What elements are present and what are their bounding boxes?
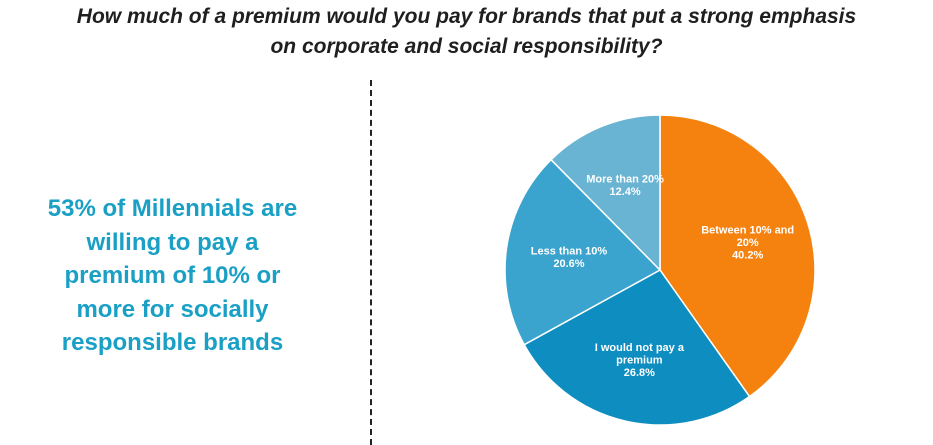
slice-category-label: 20% bbox=[737, 237, 759, 249]
callout-line-5: responsible brands bbox=[61, 329, 284, 356]
callout-line-2: willing to pay a bbox=[86, 228, 259, 256]
slice-value-label: 12.4% bbox=[609, 186, 640, 198]
slice-between-10-and-20 bbox=[659, 114, 816, 398]
chart-title-line-1: How much of a premium would you pay for … bbox=[76, 5, 857, 28]
slice-less-than-10 bbox=[504, 158, 662, 346]
premium-pie-chart: Between 10% and 20% 40.2% I would not pay a… bbox=[504, 114, 816, 426]
callout-line-3: premium of 10% or bbox=[64, 262, 281, 289]
callout-line-1: 53% of Millennials are bbox=[47, 195, 298, 222]
slice-would-not-pay-premium bbox=[523, 269, 751, 426]
callout-line-4: more for socially bbox=[76, 295, 269, 323]
slice-value-label: 40.2% bbox=[732, 250, 763, 262]
slice-category-label: More than 20% bbox=[586, 174, 664, 186]
slice-more-than-20 bbox=[550, 114, 661, 272]
slice-value-label: 20.6% bbox=[553, 258, 584, 270]
chart-title: How much of a premium would you pay for … bbox=[0, 2, 933, 62]
slice-more-than-20-label: More than 20% 12.4% bbox=[586, 174, 664, 199]
millennials-callout: 53% of Millennials are willing to pay a … bbox=[20, 192, 325, 360]
dashed-divider bbox=[370, 80, 372, 445]
slice-category-label: Less than 10% bbox=[531, 246, 608, 258]
slice-category-label: I would not pay a bbox=[595, 342, 685, 354]
chart-title-line-2: on corporate and social responsibility? bbox=[270, 35, 663, 58]
slice-between-10-and-20-label: Between 10% and 20% 40.2% bbox=[701, 225, 794, 262]
slice-would-not-pay-premium-label: I would not pay a premium 26.8% bbox=[595, 342, 685, 379]
slice-category-label: premium bbox=[616, 355, 663, 367]
slice-category-label: Between 10% and bbox=[701, 225, 794, 237]
slice-less-than-10-label: Less than 10% 20.6% bbox=[531, 246, 608, 271]
slice-value-label: 26.8% bbox=[624, 367, 655, 379]
